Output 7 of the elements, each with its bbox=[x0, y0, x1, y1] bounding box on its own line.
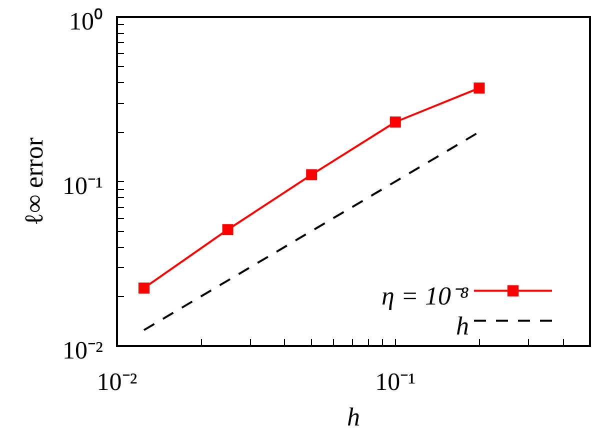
y-axis-title: ℓ∞ error bbox=[20, 137, 48, 226]
x-axis-title: h bbox=[347, 402, 360, 432]
y-tick-label: 10⁻² bbox=[62, 338, 103, 364]
y-tick-label: 10⁰ bbox=[69, 8, 103, 36]
legend-label: h bbox=[456, 312, 469, 340]
y-tick-label: 10⁻¹ bbox=[62, 173, 103, 200]
legend-label: η = 10⁻⁸ bbox=[382, 282, 469, 310]
